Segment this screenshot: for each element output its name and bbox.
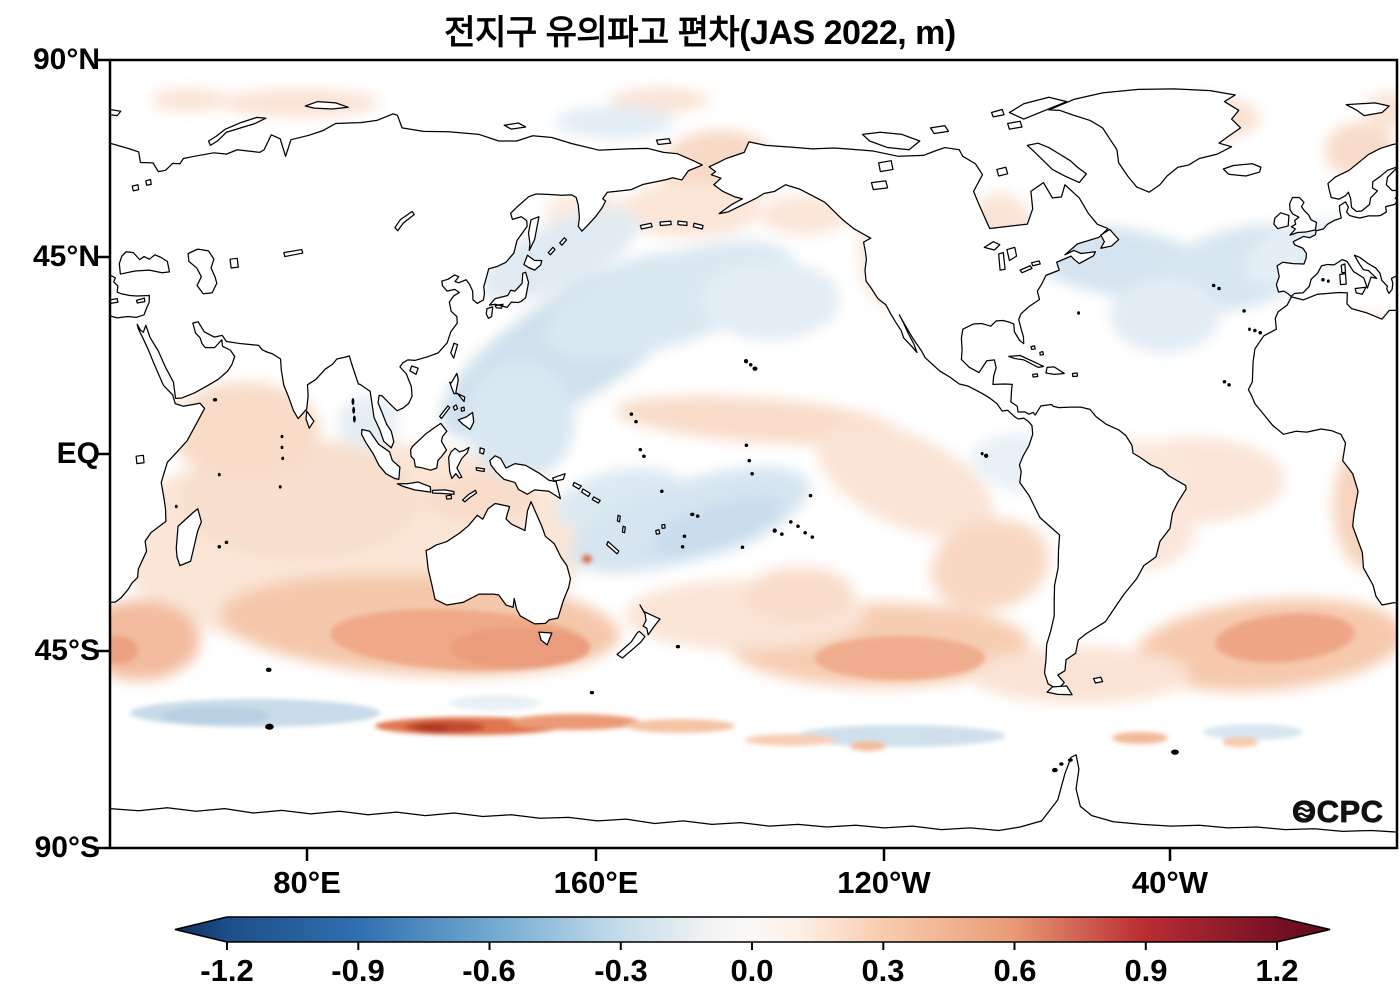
colorbar-label-6: 0.6	[993, 953, 1037, 988]
coastline-japan	[486, 255, 542, 318]
x-axis-label-80e: 80°E	[273, 865, 341, 900]
colorbar	[174, 916, 1331, 950]
coastline-philippines	[440, 373, 474, 429]
coastline-indonesia	[362, 423, 485, 501]
colorbar-label-4: 0.0	[730, 953, 774, 988]
coastline-sri-lanka	[306, 411, 314, 428]
coastline-svalbard	[110, 103, 1389, 116]
coastline-novaya-zemlya	[209, 117, 266, 145]
y-axis-label-45s: 45°S	[34, 634, 100, 667]
coastline-newfoundland	[1101, 229, 1119, 248]
coastline-new-guinea	[490, 456, 565, 499]
coastline-severnaya-zemlya	[305, 102, 670, 145]
coastline-aleutians	[640, 221, 703, 229]
coastline-iceland	[1223, 164, 1261, 176]
anomaly-antarctic-blue-band-pacific	[795, 725, 1005, 747]
coastline-ireland	[1274, 213, 1289, 229]
coastline-aral-balkhash	[230, 250, 303, 268]
coastline-new-zealand	[617, 605, 660, 658]
coastline-scandinavia	[1328, 143, 1397, 211]
ocpc-logo-waves-icon	[1297, 807, 1311, 818]
coastline-antarctica	[110, 755, 1397, 848]
coastline-solomons-melanesia	[573, 482, 665, 553]
coastline-falklands-tierra	[1047, 677, 1103, 695]
colorbar-label-3: -0.3	[594, 953, 648, 988]
coastline-australia	[426, 502, 570, 645]
island-specks	[174, 278, 1330, 773]
coastline-madagascar	[176, 509, 201, 566]
coastline-europe	[1276, 194, 1397, 296]
y-axis-label-90s: 90°S	[34, 831, 100, 864]
anomaly-fine-bands	[110, 555, 1355, 751]
colorbar-label-8: 1.2	[1255, 953, 1299, 988]
coastline-americas	[709, 142, 1186, 690]
y-axis-label-eq: EQ	[56, 437, 100, 470]
colorbar-label-0: -1.2	[200, 953, 254, 988]
coastline-eurasian-lakes	[132, 180, 414, 464]
anomaly-tropical-north-pacific	[615, 395, 895, 445]
ocpc-logo: OCPC	[1292, 794, 1384, 830]
x-axis-label-40w: 40°W	[1131, 865, 1209, 900]
axes-layer	[96, 58, 1399, 861]
x-axis-label-120w: 120°W	[837, 865, 931, 900]
y-axis-label-90n: 90°N	[32, 43, 100, 76]
coastline-black-sea	[119, 252, 169, 274]
coastline-eurasia-africa	[110, 114, 702, 603]
coastline-west-africa	[1248, 292, 1397, 605]
coastline-taiwan-hainan	[410, 343, 458, 374]
anomaly-arabian-sea-positive	[170, 382, 320, 478]
y-axis-ticks	[96, 58, 110, 850]
coastline-layer	[110, 89, 1397, 848]
colorbar-ticks	[226, 942, 1278, 950]
colorbar-label-7: 0.9	[1124, 953, 1168, 988]
chart-title: 전지구 유의파고 편차(JAS 2022, m)	[444, 14, 956, 52]
x-axis-ticks	[305, 848, 1172, 861]
coastline-greenland	[1049, 89, 1241, 192]
x-axis-label-160e: 160°E	[553, 865, 639, 900]
coastline-sakhalin-kurils	[529, 217, 567, 255]
coastline-great-lakes	[871, 161, 1040, 273]
coastline-uk	[1290, 197, 1317, 235]
y-axis-label-45n: 45°N	[32, 240, 100, 273]
coastline-caspian-sea	[188, 249, 217, 294]
colorbar-label-2: -0.6	[462, 953, 516, 988]
coastline-canadian-arctic	[862, 97, 1086, 182]
coastline-mediterranean-islands	[110, 264, 1366, 303]
colorbar-bar	[174, 916, 1331, 943]
colorbar-label-1: -0.9	[331, 953, 385, 988]
coastline-caribbean	[1009, 346, 1078, 377]
colorbar-label-5: 0.3	[861, 953, 905, 988]
